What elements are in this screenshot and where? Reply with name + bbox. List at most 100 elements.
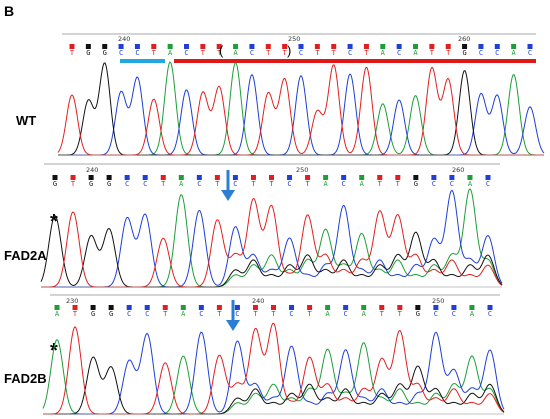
base-call-marker	[124, 175, 130, 180]
base-call-marker	[527, 44, 533, 49]
base-call-letter: C	[495, 49, 499, 57]
base-call-letter: G	[53, 180, 57, 188]
base-call-marker	[54, 305, 60, 310]
base-call-marker	[118, 44, 124, 49]
base-call-letter: A	[413, 49, 418, 57]
base-call-marker	[70, 175, 76, 180]
base-call-letter: T	[332, 49, 337, 57]
base-call-letter: T	[253, 310, 258, 318]
base-call-marker	[232, 175, 238, 180]
paren-close: )	[287, 43, 291, 58]
mutation-arrow	[221, 170, 235, 201]
base-call-letter: A	[468, 180, 473, 188]
base-call-marker	[361, 305, 367, 310]
base-call-letter: G	[103, 49, 107, 57]
base-call-marker	[298, 44, 304, 49]
base-call-letter: C	[233, 180, 237, 188]
track-label: WT	[16, 113, 36, 128]
position-label: 240	[86, 166, 98, 174]
base-call-marker	[88, 175, 94, 180]
base-call-letter: T	[364, 49, 369, 57]
base-call-marker	[167, 44, 173, 49]
base-call-letter: T	[396, 180, 401, 188]
base-call-marker	[85, 44, 91, 49]
base-call-letter: T	[283, 49, 288, 57]
highlight-bar-blue	[120, 59, 165, 63]
base-call-marker	[323, 175, 329, 180]
base-call-letter: C	[528, 49, 532, 57]
base-call-letter: A	[381, 49, 386, 57]
base-call-marker	[108, 305, 114, 310]
base-call-marker	[269, 175, 274, 180]
base-call-marker	[347, 44, 353, 49]
base-call-marker	[216, 44, 222, 49]
base-call-letter: G	[107, 180, 111, 188]
base-call-letter: T	[217, 49, 222, 57]
base-call-marker	[487, 305, 493, 310]
track-label: FAD2B	[4, 371, 47, 386]
base-call-marker	[90, 305, 96, 310]
base-call-marker	[413, 44, 418, 49]
base-call-marker	[485, 175, 491, 180]
chromatogram-traces	[42, 322, 505, 415]
base-call-marker	[287, 175, 293, 180]
base-call-marker	[196, 175, 202, 180]
base-call-marker	[397, 305, 403, 310]
panel-letter: B	[4, 3, 14, 19]
base-call-marker	[72, 305, 78, 310]
position-label: 240	[118, 35, 130, 43]
base-call-letter: G	[89, 180, 93, 188]
base-call-marker	[451, 305, 457, 310]
base-call-marker	[343, 305, 349, 310]
base-call-marker	[271, 305, 276, 310]
base-call-letter: T	[152, 49, 157, 57]
base-call-marker	[151, 44, 157, 49]
base-call-marker	[395, 175, 401, 180]
mutation-arrow	[226, 300, 240, 331]
base-call-letter: A	[324, 180, 329, 188]
base-call-marker	[431, 175, 437, 180]
base-call-letter: T	[269, 180, 274, 188]
trace-t	[41, 198, 503, 288]
base-call-letter: C	[299, 49, 303, 57]
base-call-letter: C	[125, 180, 129, 188]
position-label: 240	[252, 297, 264, 305]
position-label: 230	[66, 297, 78, 305]
base-call-marker	[250, 175, 256, 180]
base-call-letter: T	[71, 180, 76, 188]
base-call-marker	[233, 44, 239, 49]
base-call-letter: T	[305, 180, 310, 188]
base-call-letter: T	[446, 49, 451, 57]
base-call-marker	[478, 44, 484, 49]
base-call-marker	[359, 175, 365, 180]
trace-g	[43, 356, 505, 415]
base-call-marker	[415, 305, 421, 310]
base-call-marker	[144, 305, 150, 310]
base-call-marker	[184, 44, 189, 49]
base-call-letter: C	[250, 49, 254, 57]
base-call-marker	[106, 175, 112, 180]
base-call-marker	[126, 305, 132, 310]
trace-a	[41, 188, 503, 288]
base-call-letter: T	[201, 49, 206, 57]
base-call-letter: C	[287, 180, 291, 188]
base-call-letter: C	[145, 310, 149, 318]
base-call-letter: C	[397, 49, 401, 57]
base-call-letter: T	[380, 310, 385, 318]
position-label: 260	[458, 35, 470, 43]
base-call-marker	[252, 305, 258, 310]
base-call-marker	[331, 44, 337, 49]
base-call-letter: C	[348, 49, 352, 57]
base-call-letter: T	[398, 310, 403, 318]
base-call-marker	[307, 305, 313, 310]
position-label: 250	[296, 166, 308, 174]
base-call-letter: C	[127, 310, 131, 318]
base-call-marker	[433, 305, 439, 310]
base-call-letter: T	[217, 310, 222, 318]
base-call-marker	[162, 305, 168, 310]
base-call-letter: T	[378, 180, 383, 188]
